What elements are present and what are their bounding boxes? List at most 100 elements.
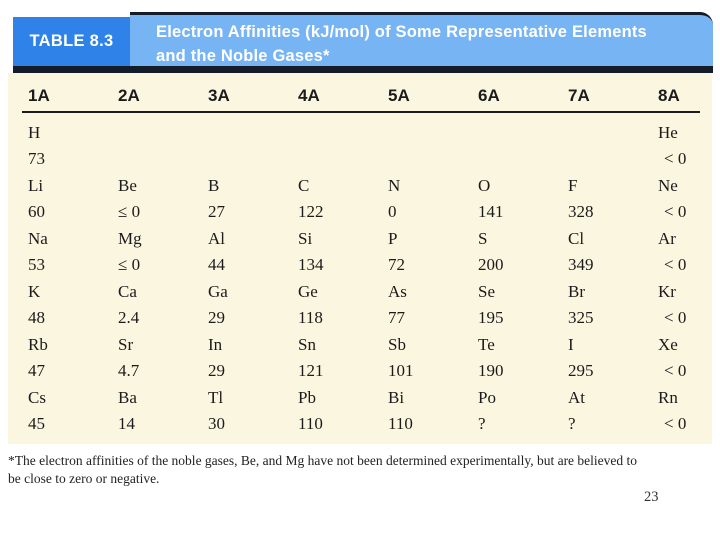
element-cell: Al 44 bbox=[208, 226, 298, 278]
element-symbol: Li bbox=[28, 176, 44, 195]
table-caption-banner: Electron Affinities (kJ/mol) of Some Rep… bbox=[130, 12, 713, 66]
element-cell: As 77 bbox=[388, 279, 478, 331]
element-affinity-value: < 0 bbox=[664, 308, 687, 327]
group-header-8a: 8A bbox=[658, 86, 680, 105]
element-symbol: Al bbox=[208, 229, 225, 248]
element-cell: C 122 bbox=[298, 173, 388, 225]
element-symbol: Sr bbox=[118, 335, 134, 354]
element-affinity-value: 77 bbox=[388, 308, 405, 327]
element-symbol: Po bbox=[478, 388, 496, 407]
element-cell: Cs 45 bbox=[28, 385, 118, 437]
element-cell: Pb 110 bbox=[298, 385, 388, 437]
element-affinity-value: 200 bbox=[478, 255, 504, 274]
element-cell: Cl 349 bbox=[568, 226, 658, 278]
element-cell: He < 0 bbox=[658, 120, 712, 172]
element-symbol: Ar bbox=[658, 229, 676, 248]
group-header-5a: 5A bbox=[388, 86, 410, 105]
element-affinity-value: 121 bbox=[298, 361, 324, 380]
element-cell: B 27 bbox=[208, 173, 298, 225]
element-symbol: Ba bbox=[118, 388, 137, 407]
element-affinity-value: 349 bbox=[568, 255, 594, 274]
element-symbol: Rb bbox=[28, 335, 48, 354]
element-cell: O 141 bbox=[478, 173, 568, 225]
group-header-3a: 3A bbox=[208, 86, 230, 105]
table-footnote: *The electron affinities of the noble ga… bbox=[8, 452, 710, 487]
page-number: 23 bbox=[644, 489, 659, 505]
element-symbol: Ca bbox=[118, 282, 137, 301]
table-row: H 73 He < 0 bbox=[28, 120, 712, 172]
element-affinity-value: < 0 bbox=[664, 202, 687, 221]
element-symbol: H bbox=[28, 123, 41, 142]
element-symbol: He bbox=[658, 123, 678, 142]
element-affinity-value: 27 bbox=[208, 202, 225, 221]
element-affinity-value: 195 bbox=[478, 308, 504, 327]
element-symbol: Cl bbox=[568, 229, 585, 248]
element-symbol: Tl bbox=[208, 388, 224, 407]
element-affinity-value: 2.4 bbox=[118, 308, 140, 327]
element-cell bbox=[568, 120, 658, 172]
element-symbol: B bbox=[208, 176, 220, 195]
element-affinity-value: < 0 bbox=[664, 361, 687, 380]
element-cell: Na 53 bbox=[28, 226, 118, 278]
element-cell bbox=[478, 120, 568, 172]
element-cell: Te 190 bbox=[478, 332, 568, 384]
element-cell: Ar < 0 bbox=[658, 226, 712, 278]
element-affinity-value: 101 bbox=[388, 361, 414, 380]
element-affinity-value: 60 bbox=[28, 202, 45, 221]
group-header-underline bbox=[22, 111, 700, 113]
element-symbol: Sb bbox=[388, 335, 406, 354]
element-cell bbox=[298, 120, 388, 172]
element-affinity-value: 30 bbox=[208, 414, 225, 433]
element-cell: H 73 bbox=[28, 120, 118, 172]
element-symbol: Ga bbox=[208, 282, 228, 301]
element-cell: Si 134 bbox=[298, 226, 388, 278]
element-cell: P 72 bbox=[388, 226, 478, 278]
element-affinity-value: 118 bbox=[298, 308, 323, 327]
element-cell: K 48 bbox=[28, 279, 118, 331]
element-affinity-value: 190 bbox=[478, 361, 504, 380]
table-row: K 48 Ca 2.4 Ga 29 Ge 118 As 77 Se 195 Br 325 Kr < 0 bbox=[28, 279, 712, 331]
group-header-6a: 6A bbox=[478, 86, 500, 105]
element-symbol: Bi bbox=[388, 388, 405, 407]
element-symbol: P bbox=[388, 229, 398, 248]
element-symbol: Se bbox=[478, 282, 495, 301]
element-symbol: Ne bbox=[658, 176, 678, 195]
element-affinity-value: 73 bbox=[28, 149, 45, 168]
table-header: Electron Affinities (kJ/mol) of Some Rep… bbox=[13, 12, 713, 66]
element-cell: Kr < 0 bbox=[658, 279, 712, 331]
element-affinity-value: 4.7 bbox=[118, 361, 140, 380]
element-cell: Tl 30 bbox=[208, 385, 298, 437]
header-divider-bar bbox=[13, 66, 713, 73]
element-cell: Sn 121 bbox=[298, 332, 388, 384]
element-symbol: Rn bbox=[658, 388, 678, 407]
element-affinity-value: ≤ 0 bbox=[118, 202, 141, 221]
element-affinity-value: < 0 bbox=[664, 255, 687, 274]
element-cell: Bi 110 bbox=[388, 385, 478, 437]
table-row: Cs 45 Ba 14 Tl 30 Pb 110 Bi 110 Po? At? Rn < 0 bbox=[28, 385, 712, 437]
table-title-line2: and the Noble Gases* bbox=[156, 47, 330, 65]
element-affinity-value: 29 bbox=[208, 361, 225, 380]
element-affinity-value: 14 bbox=[118, 414, 135, 433]
element-cell: S 200 bbox=[478, 226, 568, 278]
element-affinity-value: < 0 bbox=[664, 414, 687, 433]
element-affinity-value: 141 bbox=[478, 202, 504, 221]
element-affinity-value: 44 bbox=[208, 255, 225, 274]
element-symbol: S bbox=[478, 229, 488, 248]
element-cell: Ga 29 bbox=[208, 279, 298, 331]
table-row: Li 60 Be ≤ 0 B 27 C 122 N 0 O 141 F 328 Ne < 0 bbox=[28, 173, 712, 225]
table-row: Na 53 Mg ≤ 0 Al 44 Si 134 P 72 S 200 Cl 349 Ar < 0 bbox=[28, 226, 712, 278]
element-symbol: Pb bbox=[298, 388, 316, 407]
element-affinity-value: 110 bbox=[388, 414, 413, 433]
element-symbol: As bbox=[388, 282, 407, 301]
element-affinity-value: 48 bbox=[28, 308, 45, 327]
element-cell: At? bbox=[568, 385, 658, 437]
element-symbol: At bbox=[568, 388, 585, 407]
element-affinity-value: 325 bbox=[568, 308, 594, 327]
group-header-7a: 7A bbox=[568, 86, 590, 105]
element-symbol: Ge bbox=[298, 282, 318, 301]
element-cell: Mg ≤ 0 bbox=[118, 226, 208, 278]
element-affinity-value: ≤ 0 bbox=[118, 255, 141, 274]
